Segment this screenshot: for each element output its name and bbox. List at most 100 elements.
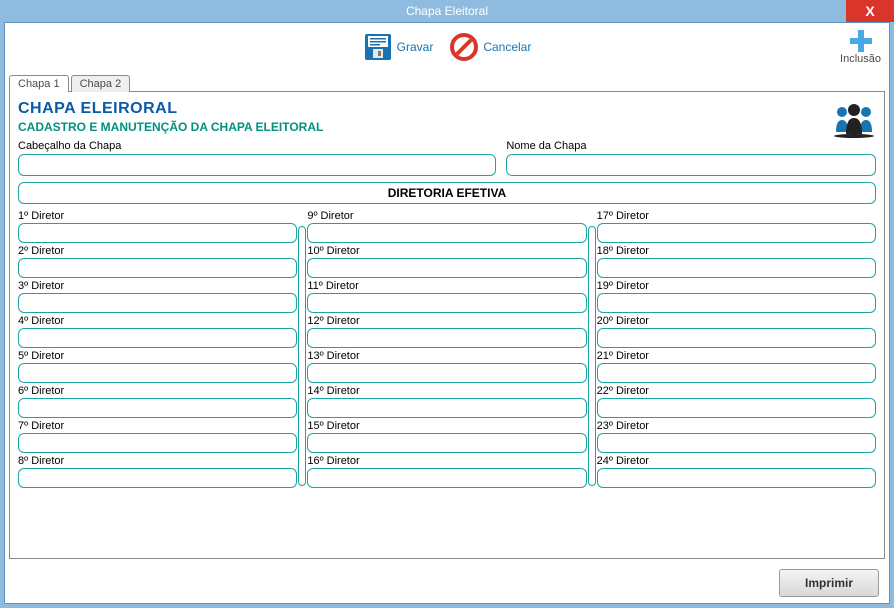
window-titlebar: Chapa Eleitoral X bbox=[0, 0, 894, 22]
tab-chapa-2[interactable]: Chapa 2 bbox=[71, 75, 131, 92]
diretor-input[interactable] bbox=[597, 223, 876, 243]
diretor-field: 15º Diretor bbox=[307, 420, 586, 453]
diretor-input[interactable] bbox=[597, 363, 876, 383]
diretor-field: 17º Diretor bbox=[597, 210, 876, 243]
diretor-field: 14º Diretor bbox=[307, 385, 586, 418]
diretor-field: 6º Diretor bbox=[18, 385, 297, 418]
diretoria-col-1: 1º Diretor 2º Diretor 3º Diretor 4º Diretor… bbox=[18, 210, 297, 488]
diretor-input[interactable] bbox=[597, 293, 876, 313]
diretor-input[interactable] bbox=[18, 398, 297, 418]
diretor-field: 22º Diretor bbox=[597, 385, 876, 418]
diretor-label: 22º Diretor bbox=[597, 385, 876, 397]
diretor-label: 14º Diretor bbox=[307, 385, 586, 397]
diretor-label: 23º Diretor bbox=[597, 420, 876, 432]
diretor-field: 13º Diretor bbox=[307, 350, 586, 383]
diretor-input[interactable] bbox=[307, 398, 586, 418]
diretor-label: 16º Diretor bbox=[307, 455, 586, 467]
diretor-field: 7º Diretor bbox=[18, 420, 297, 453]
diretor-field: 21º Diretor bbox=[597, 350, 876, 383]
diretor-label: 3º Diretor bbox=[18, 280, 297, 292]
diretor-input[interactable] bbox=[597, 468, 876, 488]
nome-field: Nome da Chapa bbox=[506, 140, 876, 176]
diretor-input[interactable] bbox=[18, 258, 297, 278]
cabecalho-field: Cabeçalho da Chapa bbox=[18, 140, 496, 176]
plus-icon bbox=[847, 27, 875, 55]
diretor-field: 24º Diretor bbox=[597, 455, 876, 488]
diretor-label: 12º Diretor bbox=[307, 315, 586, 327]
diretor-input[interactable] bbox=[307, 293, 586, 313]
diretor-input[interactable] bbox=[597, 258, 876, 278]
diretoria-grid: 1º Diretor 2º Diretor 3º Diretor 4º Diretor… bbox=[18, 210, 876, 488]
diretor-field: 5º Diretor bbox=[18, 350, 297, 383]
tab-panel: CHAPA ELEIRORAL CADASTRO E MANUTENÇÃO DA… bbox=[9, 91, 885, 559]
diretor-field: 23º Diretor bbox=[597, 420, 876, 453]
diretor-label: 13º Diretor bbox=[307, 350, 586, 362]
diretor-label: 20º Diretor bbox=[597, 315, 876, 327]
diretor-input[interactable] bbox=[18, 468, 297, 488]
diretor-label: 11º Diretor bbox=[307, 280, 586, 292]
section-diretoria-header: DIRETORIA EFETIVA bbox=[18, 182, 876, 204]
cancel-label: Cancelar bbox=[483, 40, 531, 54]
cancel-button[interactable]: Cancelar bbox=[449, 32, 531, 62]
column-divider bbox=[297, 210, 307, 488]
toolbar: Gravar Cancelar Inclusão bbox=[5, 23, 889, 71]
diretor-label: 6º Diretor bbox=[18, 385, 297, 397]
diretor-input[interactable] bbox=[18, 363, 297, 383]
cabecalho-label: Cabeçalho da Chapa bbox=[18, 140, 496, 152]
diretor-label: 4º Diretor bbox=[18, 315, 297, 327]
diretor-input[interactable] bbox=[18, 223, 297, 243]
diretor-input[interactable] bbox=[597, 433, 876, 453]
diretor-field: 18º Diretor bbox=[597, 245, 876, 278]
diretor-input[interactable] bbox=[307, 363, 586, 383]
diretor-label: 2º Diretor bbox=[18, 245, 297, 257]
page-heading: CHAPA ELEIRORAL CADASTRO E MANUTENÇÃO DA… bbox=[18, 100, 876, 140]
diretor-input[interactable] bbox=[307, 433, 586, 453]
diretor-input[interactable] bbox=[307, 328, 586, 348]
header-fields-row: Cabeçalho da Chapa Nome da Chapa bbox=[18, 140, 876, 176]
diretor-input[interactable] bbox=[307, 223, 586, 243]
tab-chapa-1[interactable]: Chapa 1 bbox=[9, 75, 69, 92]
diretor-field: 1º Diretor bbox=[18, 210, 297, 243]
diretor-field: 19º Diretor bbox=[597, 280, 876, 313]
add-button[interactable]: Inclusão bbox=[840, 27, 881, 65]
page-title: CHAPA ELEIRORAL bbox=[18, 100, 323, 118]
diretor-input[interactable] bbox=[307, 468, 586, 488]
close-icon: X bbox=[865, 3, 874, 19]
diretoria-col-2: 9º Diretor 10º Diretor 11º Diretor 12º Dire… bbox=[307, 210, 586, 488]
window-title: Chapa Eleitoral bbox=[0, 4, 894, 18]
cabecalho-input[interactable] bbox=[18, 154, 496, 176]
diretor-input[interactable] bbox=[597, 328, 876, 348]
diretor-input[interactable] bbox=[18, 293, 297, 313]
diretor-label: 24º Diretor bbox=[597, 455, 876, 467]
tab-bar: Chapa 1 Chapa 2 bbox=[5, 71, 889, 91]
diretor-label: 19º Diretor bbox=[597, 280, 876, 292]
diretor-label: 7º Diretor bbox=[18, 420, 297, 432]
diretor-field: 8º Diretor bbox=[18, 455, 297, 488]
diretor-field: 10º Diretor bbox=[307, 245, 586, 278]
save-button[interactable]: Gravar bbox=[363, 32, 434, 62]
diretor-field: 3º Diretor bbox=[18, 280, 297, 313]
diretor-label: 17º Diretor bbox=[597, 210, 876, 222]
diretor-input[interactable] bbox=[18, 433, 297, 453]
print-button[interactable]: Imprimir bbox=[779, 569, 879, 597]
diretor-field: 11º Diretor bbox=[307, 280, 586, 313]
save-icon bbox=[363, 32, 393, 62]
window-close-button[interactable]: X bbox=[846, 0, 894, 22]
diretor-input[interactable] bbox=[307, 258, 586, 278]
diretor-field: 12º Diretor bbox=[307, 315, 586, 348]
diretor-field: 2º Diretor bbox=[18, 245, 297, 278]
diretor-label: 9º Diretor bbox=[307, 210, 586, 222]
diretor-label: 1º Diretor bbox=[18, 210, 297, 222]
diretor-input[interactable] bbox=[18, 328, 297, 348]
diretor-label: 10º Diretor bbox=[307, 245, 586, 257]
diretor-input[interactable] bbox=[597, 398, 876, 418]
footer: Imprimir bbox=[779, 569, 879, 597]
page-subtitle: CADASTRO E MANUTENÇÃO DA CHAPA ELEITORAL bbox=[18, 120, 323, 134]
diretor-field: 4º Diretor bbox=[18, 315, 297, 348]
window-body: Gravar Cancelar Inclusão Chapa 1 Chapa 2… bbox=[4, 22, 890, 604]
nome-input[interactable] bbox=[506, 154, 876, 176]
diretoria-col-3: 17º Diretor 18º Diretor 19º Diretor 20º Dir… bbox=[597, 210, 876, 488]
diretor-field: 20º Diretor bbox=[597, 315, 876, 348]
diretor-label: 8º Diretor bbox=[18, 455, 297, 467]
diretor-field: 16º Diretor bbox=[307, 455, 586, 488]
